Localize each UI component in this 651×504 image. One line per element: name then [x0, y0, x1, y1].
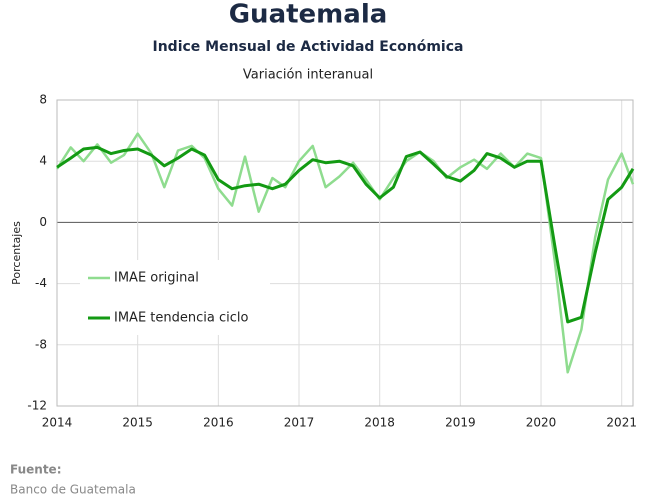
y-tick-label: -12: [27, 399, 47, 413]
series-line: [55, 132, 635, 374]
series-line: [56, 145, 635, 324]
y-tick-label: 4: [39, 154, 47, 168]
plot-frame: [56, 99, 634, 407]
x-tick-label: 2021: [606, 416, 637, 430]
y-tick-label: 0: [39, 215, 47, 229]
chart-subtitle: Indice Mensual de Actividad Económica: [153, 39, 464, 55]
y-tick-label: -4: [35, 276, 47, 290]
legend-label: IMAE tendencia ciclo: [114, 311, 248, 326]
y-axis-label: Porcentajes: [10, 221, 23, 285]
x-tick-label: 2014: [42, 416, 73, 430]
x-tick-label: 2016: [203, 416, 234, 430]
chart-caption: Variación interanual: [243, 68, 373, 83]
y-tick-label: -8: [35, 337, 47, 351]
x-tick-label: 2017: [284, 416, 315, 430]
chart-title: Guatemala: [229, 0, 388, 30]
legend-box: [80, 260, 270, 335]
source: Banco de Guatemala: [10, 483, 136, 497]
source-label: Fuente:: [10, 463, 62, 477]
legend-label: IMAE original: [114, 271, 199, 286]
x-tick-label: 2020: [526, 416, 557, 430]
x-tick-label: 2015: [122, 416, 153, 430]
y-tick-label: 8: [39, 93, 47, 107]
x-tick-label: 2018: [364, 416, 395, 430]
x-tick-label: 2019: [445, 416, 476, 430]
